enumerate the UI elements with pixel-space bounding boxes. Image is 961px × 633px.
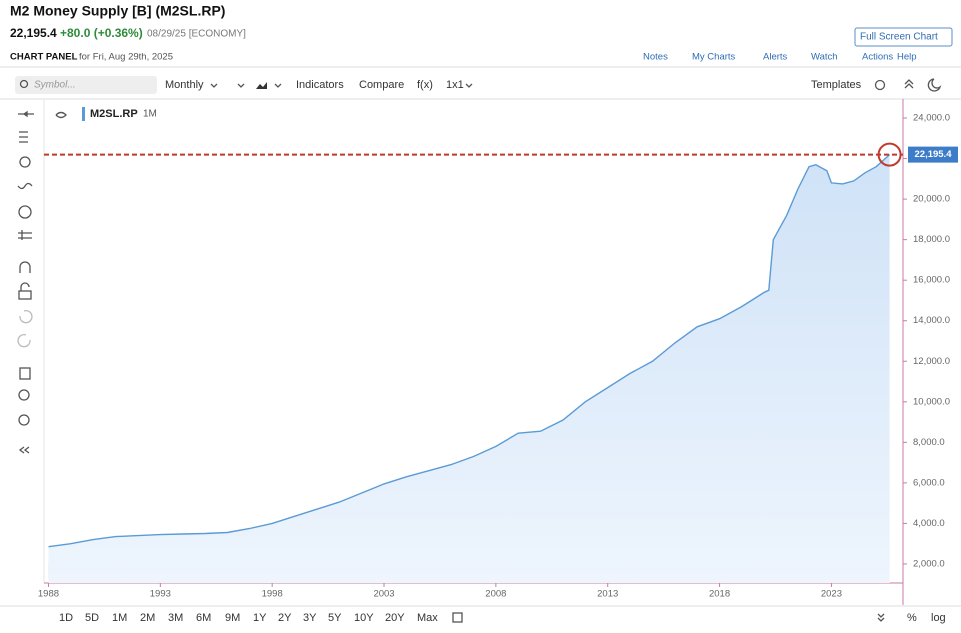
range-button[interactable]: 2Y <box>278 612 292 624</box>
nav-link[interactable]: Notes <box>643 52 668 63</box>
date-info: 08/29/25 [ECONOMY] <box>147 29 246 40</box>
x-tick-label: 1993 <box>150 589 171 600</box>
x-tick-label: 2003 <box>373 589 394 600</box>
compare-button[interactable]: Compare <box>359 79 404 91</box>
settings-icon[interactable] <box>874 79 886 91</box>
symbol-search[interactable] <box>15 76 157 94</box>
theme-icon[interactable] <box>927 78 942 92</box>
nav-link[interactable]: Help <box>897 52 917 63</box>
nav-link[interactable]: Watch <box>811 52 838 63</box>
dropdown-arrows <box>210 83 473 88</box>
range-button[interactable]: Max <box>417 612 438 624</box>
symbol-placeholder[interactable]: Symbol... <box>34 80 76 91</box>
series-line <box>48 154 891 548</box>
range-button[interactable]: 3Y <box>303 612 317 624</box>
templates-button[interactable]: Templates <box>811 79 862 91</box>
y-tick-label: 16,000.0 <box>913 275 950 286</box>
nav-link[interactable]: Actions <box>862 52 893 63</box>
interval-button[interactable]: Monthly <box>165 79 204 91</box>
range-button[interactable]: 9M <box>225 612 240 624</box>
x-tick-label: 2013 <box>597 589 618 600</box>
range-button[interactable]: 20Y <box>385 612 405 624</box>
x-tick-label: 1998 <box>262 589 283 600</box>
title: M2 Money Supply [B] (M2SL.RP) <box>10 3 225 19</box>
calendar-icon[interactable] <box>452 612 463 623</box>
log-button[interactable]: log <box>931 612 946 624</box>
y-tick-label: 24,000.0 <box>913 113 950 124</box>
y-tick-label: 2,000.0 <box>913 558 945 569</box>
indicators-button[interactable]: Indicators <box>296 79 344 91</box>
visibility-icon[interactable] <box>55 111 67 119</box>
y-tick-label: 20,000.0 <box>913 194 950 205</box>
last-value-tag <box>908 146 958 163</box>
x-tick-label: 2018 <box>709 589 730 600</box>
price-change: +80.0 (+0.36%) <box>60 26 143 40</box>
range-button[interactable]: 1M <box>112 612 127 624</box>
collapse-icon[interactable] <box>904 79 914 89</box>
range-button[interactable]: 3M <box>168 612 183 624</box>
y-tick-label: 12,000.0 <box>913 356 950 367</box>
x-tick-label: 1988 <box>38 589 59 600</box>
last-value-label: 22,195.4 <box>915 149 953 160</box>
y-tick-label: 4,000.0 <box>913 518 945 529</box>
range-button[interactable]: 1D <box>59 612 73 624</box>
nav-link[interactable]: My Charts <box>692 52 736 63</box>
range-button[interactable]: 2M <box>140 612 155 624</box>
range-button[interactable]: 10Y <box>354 612 374 624</box>
range-button[interactable]: 5Y <box>328 612 342 624</box>
drawing-tools[interactable] <box>17 110 34 454</box>
range-button[interactable]: 6M <box>196 612 211 624</box>
y-tick-label: 18,000.0 <box>913 234 950 245</box>
x-tick-label: 2023 <box>821 589 842 600</box>
search-icon <box>19 79 29 89</box>
full-screen-label[interactable]: Full Screen Chart <box>860 32 938 43</box>
legend-interval: 1M <box>143 109 157 120</box>
y-tick-label: 8,000.0 <box>913 437 945 448</box>
y-tick-label: 6,000.0 <box>913 477 945 488</box>
last-price: 22,195.4 <box>10 26 57 40</box>
y-tick-label: 14,000.0 <box>913 315 950 326</box>
expand-icon[interactable] <box>877 613 885 622</box>
range-button[interactable]: 5D <box>85 612 99 624</box>
legend-swatch <box>82 107 85 121</box>
legend-series: M2SL.RP <box>90 108 138 120</box>
chart-type-icon[interactable] <box>256 82 267 89</box>
percent-button[interactable]: % <box>907 612 917 624</box>
area-fill <box>48 154 890 583</box>
last-value-highlight <box>877 142 902 167</box>
range-button[interactable]: 1Y <box>253 612 267 624</box>
panel-label: CHART PANEL <box>10 52 78 63</box>
x-tick-label: 2008 <box>485 589 506 600</box>
fx-button[interactable]: f(x) <box>417 79 433 91</box>
layout-button[interactable]: 1x1 <box>446 79 464 91</box>
nav-link[interactable]: Alerts <box>763 52 788 63</box>
panel-date: for Fri, Aug 29th, 2025 <box>79 52 173 63</box>
full-screen-button[interactable] <box>854 27 953 47</box>
y-tick-label: 10,000.0 <box>913 396 950 407</box>
